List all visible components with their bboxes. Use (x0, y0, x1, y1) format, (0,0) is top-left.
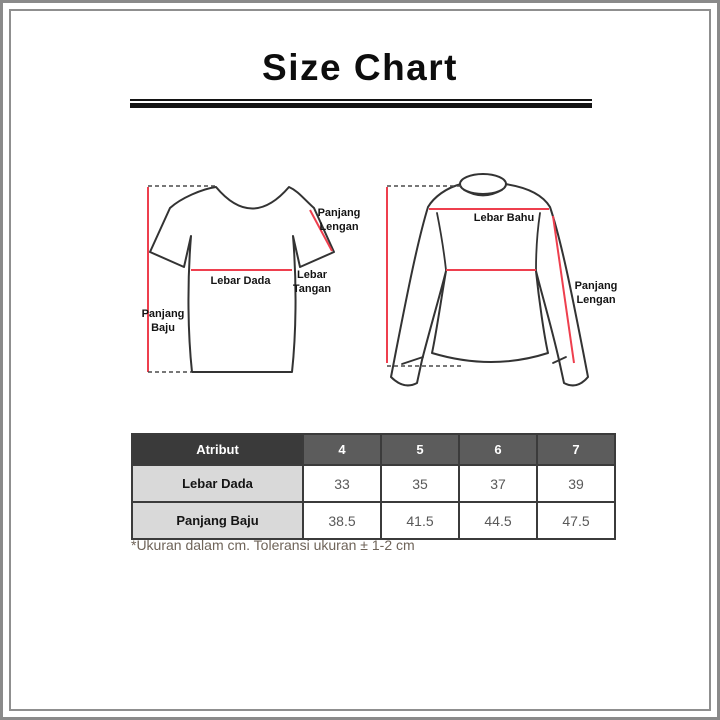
label-sleeve-length-short: Panjang Lengan (317, 207, 361, 233)
table-cell: 47.5 (536, 501, 616, 540)
measure-line-sleeve-length (309, 209, 333, 252)
table-row-lebar-dada: Lebar Dada 33 35 37 39 (131, 464, 616, 503)
col-header-atribut: Atribut (131, 433, 304, 466)
table-header-row: Atribut 4 5 6 7 (131, 433, 616, 466)
table-cell: 39 (536, 464, 616, 503)
row-label: Panjang Baju (131, 501, 304, 540)
left-cuff-tick (401, 356, 424, 365)
label-body-length: Panjang Baju (141, 308, 185, 334)
col-header-size-7: 7 (536, 433, 616, 466)
table-cell: 44.5 (458, 501, 538, 540)
size-table: Atribut 4 5 6 7 Lebar Dada 33 35 37 39 P… (131, 433, 616, 540)
left-sleeve-seam (436, 212, 447, 271)
label-sleeve-length-long: Panjang Lengan (574, 280, 618, 306)
label-shoulder-width: Lebar Bahu (473, 212, 535, 224)
table-cell: 41.5 (380, 501, 460, 540)
footnote: *Ukuran dalam cm. Toleransi ukuran ± 1-2… (131, 537, 415, 553)
row-label: Lebar Dada (131, 464, 304, 503)
col-header-size-6: 6 (458, 433, 538, 466)
label-arm-opening: Lebar Tangan (292, 269, 332, 295)
tshirt-short-sleeve-diagram (147, 185, 335, 373)
col-header-size-5: 5 (380, 433, 460, 466)
label-chest-width: Lebar Dada (210, 275, 271, 287)
table-cell: 35 (380, 464, 460, 503)
title-divider-thick (130, 103, 592, 108)
tshirt-long-sleeve-diagram (386, 173, 589, 387)
table-cell: 37 (458, 464, 538, 503)
right-cuff-tick (552, 356, 567, 364)
inner-frame (9, 9, 711, 711)
page-title: Size Chart (262, 47, 458, 88)
col-header-size-4: 4 (302, 433, 382, 466)
right-sleeve-seam (535, 212, 541, 271)
measure-line-sleeve-length (552, 215, 575, 364)
collar-inner-seam (463, 189, 503, 197)
table-row-panjang-baju: Panjang Baju 38.5 41.5 44.5 47.5 (131, 501, 616, 540)
table-cell: 33 (302, 464, 382, 503)
title-divider-thin (130, 99, 592, 101)
table-cell: 38.5 (302, 501, 382, 540)
collar-band (459, 173, 507, 195)
tee-outline (149, 186, 335, 373)
